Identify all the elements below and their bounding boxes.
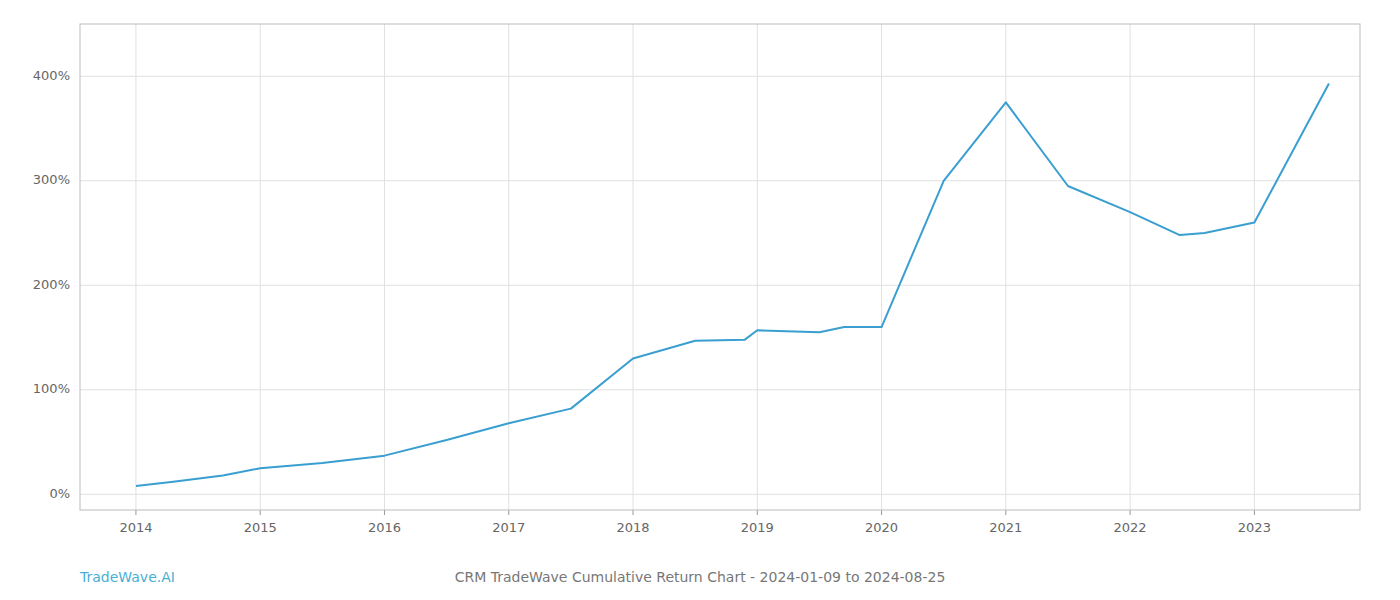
y-tick-label: 200%: [33, 277, 70, 292]
x-grid-line: [1130, 24, 1131, 510]
x-tick-mark: [508, 510, 509, 515]
chart-container: 0% 100% 200% 300% 400% 2014 2015 2016 2017 2018 20…: [0, 0, 1400, 600]
y-tick-label: 100%: [33, 381, 70, 396]
x-grid-line: [260, 24, 261, 510]
x-tick-label: 2015: [244, 520, 277, 535]
y-tick-label: 400%: [33, 68, 70, 83]
x-tick-mark: [135, 510, 136, 515]
x-grid-line: [757, 24, 758, 510]
data-area: [136, 84, 1329, 486]
x-grid-line: [1254, 24, 1255, 510]
axes: 0% 100% 200% 300% 400% 2014 2015 2016 2017 2018 20…: [33, 24, 1360, 535]
y-grid-line: [80, 494, 1360, 495]
return-line: [136, 84, 1329, 486]
x-tick-label: 2014: [119, 520, 152, 535]
x-tick-mark: [260, 510, 261, 515]
x-grid-line: [881, 24, 882, 510]
watermark: TradeWave.AI: [79, 569, 175, 585]
x-grid-line: [135, 24, 136, 510]
y-grid-line: [80, 285, 1360, 286]
x-grid-line: [1005, 24, 1006, 510]
plot-frame: [80, 24, 1360, 510]
x-grid-line: [508, 24, 509, 510]
grid: [80, 24, 1360, 510]
x-grid-line: [384, 24, 385, 510]
chart-svg: 0% 100% 200% 300% 400% 2014 2015 2016 2017 2018 20…: [0, 0, 1400, 600]
y-grid-line: [80, 180, 1360, 181]
x-tick-mark: [384, 510, 385, 515]
x-tick-mark: [881, 510, 882, 515]
y-tick-label: 0%: [49, 486, 70, 501]
x-tick-label: 2019: [741, 520, 774, 535]
chart-title: CRM TradeWave Cumulative Return Chart - …: [455, 569, 946, 585]
x-tick-label: 2018: [616, 520, 649, 535]
y-tick-label: 300%: [33, 172, 70, 187]
y-grid-line: [80, 389, 1360, 390]
x-grid-line: [633, 24, 634, 510]
x-tick-label: 2021: [989, 520, 1022, 535]
x-tick-label: 2016: [368, 520, 401, 535]
x-tick-mark: [1005, 510, 1006, 515]
x-tick-label: 2017: [492, 520, 525, 535]
x-tick-label: 2022: [1114, 520, 1147, 535]
x-tick-mark: [1254, 510, 1255, 515]
y-grid-line: [80, 76, 1360, 77]
x-tick-label: 2023: [1238, 520, 1271, 535]
x-tick-mark: [757, 510, 758, 515]
x-tick-mark: [633, 510, 634, 515]
x-tick-label: 2020: [865, 520, 898, 535]
x-tick-mark: [1130, 510, 1131, 515]
